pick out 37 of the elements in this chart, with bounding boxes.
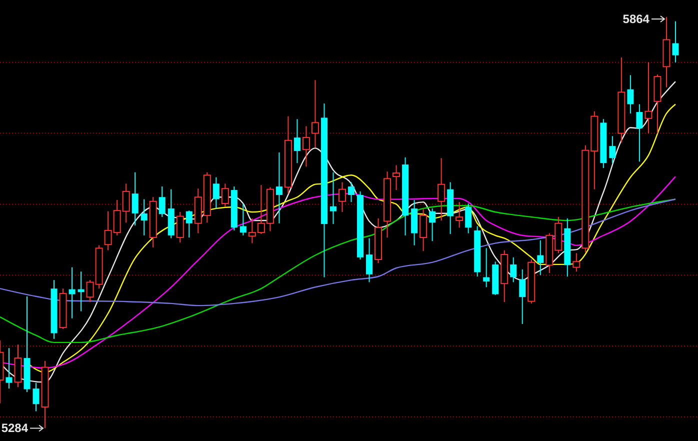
candlestick xyxy=(212,176,220,209)
candlestick xyxy=(276,152,282,224)
candlestick xyxy=(510,256,517,283)
candlestick xyxy=(338,182,346,212)
candlestick xyxy=(644,62,652,134)
candlestick xyxy=(158,186,166,218)
candlestick xyxy=(429,208,436,242)
candlestick xyxy=(609,136,616,164)
candlestick xyxy=(483,248,490,288)
annotation: 5284 xyxy=(1,421,28,436)
candlestick xyxy=(186,210,192,238)
candlestick xyxy=(348,182,354,203)
candlestick xyxy=(294,118,300,164)
candlestick xyxy=(330,172,336,225)
candlestick xyxy=(140,198,148,236)
candlestick xyxy=(240,202,246,236)
candlestick xyxy=(311,80,319,148)
candlestick xyxy=(302,126,310,168)
candlestick xyxy=(572,252,580,272)
candlestick xyxy=(627,74,634,114)
candlestick xyxy=(420,208,428,252)
candlestick xyxy=(672,20,679,63)
candlestick xyxy=(68,266,76,319)
candlestick xyxy=(456,202,464,228)
candlestick xyxy=(519,268,526,325)
candlestick xyxy=(392,164,400,191)
candlestick xyxy=(438,158,446,221)
candlestick xyxy=(132,172,138,226)
candlestick xyxy=(6,348,12,390)
candlestick xyxy=(537,240,544,276)
candlestick xyxy=(636,104,643,162)
candlestick xyxy=(176,211,184,243)
candlestick xyxy=(465,202,472,234)
candlestick xyxy=(32,382,40,412)
annotation: 5864 xyxy=(622,12,650,26)
candlestick xyxy=(221,183,229,208)
candlestick xyxy=(366,238,373,283)
